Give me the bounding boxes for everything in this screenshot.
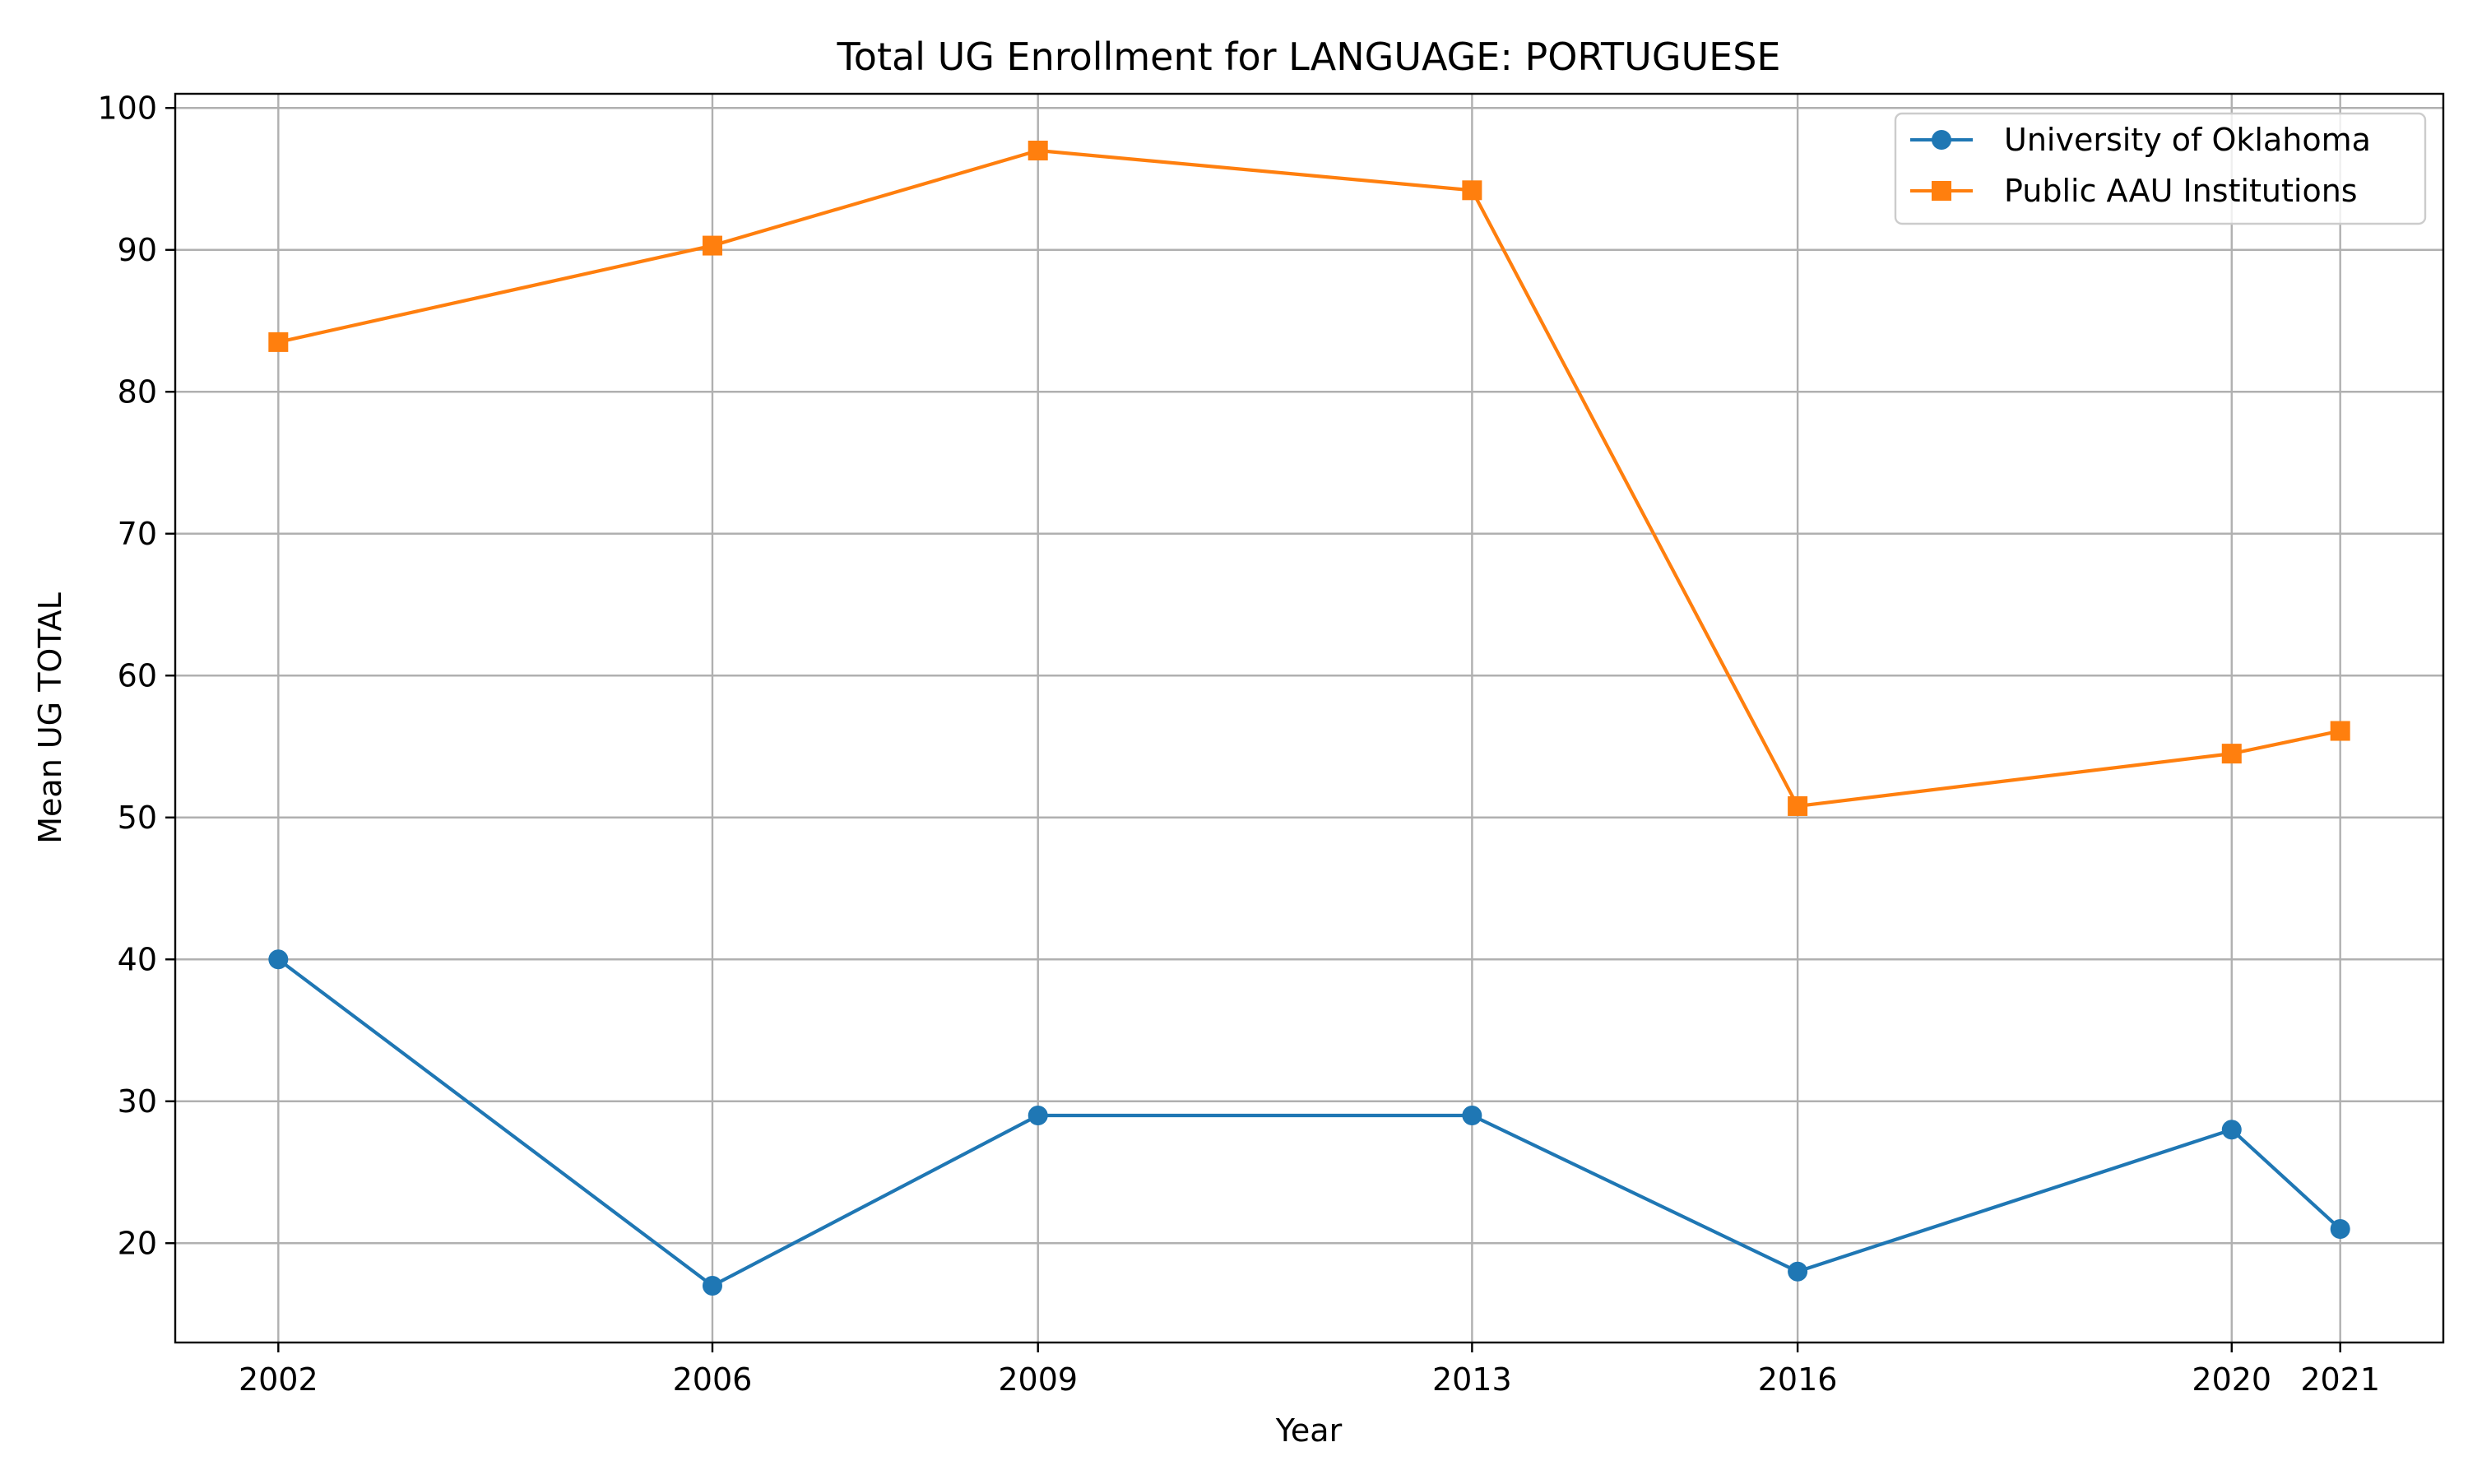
y-tick-label: 80 — [118, 373, 157, 410]
legend-marker-university-of-oklahoma — [1932, 130, 1951, 150]
legend: University of Oklahoma Public AAU Instit… — [1894, 112, 2427, 225]
data-point-public-aau-institutions — [2221, 744, 2242, 764]
data-point-public-aau-institutions — [268, 332, 289, 352]
y-tick-label: 70 — [118, 516, 157, 552]
y-axis: 20 30 40 50 60 70 80 90 100 — [97, 90, 175, 1261]
data-point-university-of-oklahoma — [1462, 1106, 1482, 1125]
y-axis-title: Mean UG TOTAL — [32, 592, 68, 844]
x-tick-label: 2009 — [998, 1361, 1078, 1398]
data-point-public-aau-institutions — [1462, 180, 1482, 201]
legend-label-public-aau-institutions: Public AAU Institutions — [2004, 173, 2358, 209]
y-tick-label: 100 — [97, 90, 157, 126]
plot-frame — [174, 92, 2445, 1344]
y-tick-label: 30 — [118, 1083, 157, 1120]
legend-entry-university-of-oklahoma: University of Oklahoma — [1910, 122, 2371, 158]
data-point-university-of-oklahoma — [268, 949, 289, 970]
data-point-university-of-oklahoma — [2330, 1219, 2350, 1239]
data-point-university-of-oklahoma — [2221, 1120, 2242, 1140]
x-tick-label: 2006 — [673, 1361, 753, 1398]
x-tick-label: 2013 — [1432, 1361, 1512, 1398]
data-point-university-of-oklahoma — [702, 1276, 722, 1296]
chart-title: Total UG Enrollment for LANGUAGE: PORTUG… — [837, 35, 1781, 79]
data-point-public-aau-institutions — [1028, 141, 1048, 160]
x-tick-label: 2002 — [239, 1361, 318, 1398]
data-point-public-aau-institutions — [2330, 721, 2350, 741]
x-axis: 2002 2006 2009 2013 2016 2020 2021 — [239, 1343, 2380, 1398]
y-tick-label: 90 — [118, 232, 157, 268]
data-point-university-of-oklahoma — [1028, 1106, 1048, 1125]
legend-entry-public-aau-institutions: Public AAU Institutions — [1910, 173, 2358, 209]
legend-label-university-of-oklahoma: University of Oklahoma — [2004, 122, 2371, 158]
x-axis-title: Year — [1275, 1412, 1343, 1449]
series-university-of-oklahoma — [268, 949, 2350, 1296]
y-tick-label: 50 — [118, 800, 157, 836]
y-tick-label: 40 — [118, 941, 157, 977]
series-layer — [268, 141, 2350, 1296]
y-tick-label: 20 — [118, 1225, 157, 1261]
legend-box — [1894, 112, 2427, 225]
x-tick-label: 2020 — [2192, 1361, 2271, 1398]
x-tick-label: 2016 — [1758, 1361, 1838, 1398]
legend-marker-public-aau-institutions — [1932, 181, 1951, 201]
data-point-public-aau-institutions — [702, 235, 722, 256]
y-tick-label: 60 — [118, 657, 157, 693]
grid — [175, 94, 2443, 1343]
data-point-public-aau-institutions — [1788, 795, 1808, 816]
x-tick-label: 2021 — [2300, 1361, 2380, 1398]
series-public-aau-institutions — [268, 141, 2350, 816]
data-point-university-of-oklahoma — [1788, 1261, 1808, 1282]
